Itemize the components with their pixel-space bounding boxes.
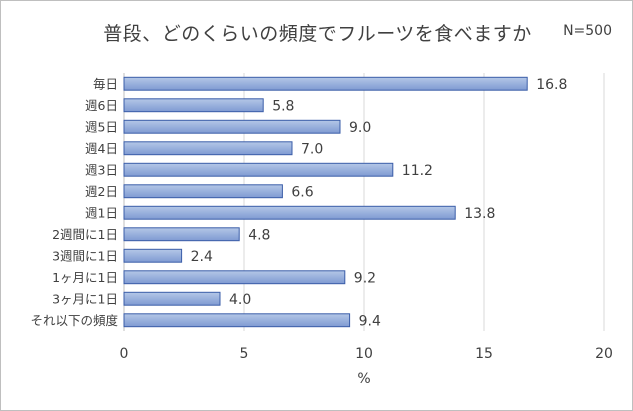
category-label: 週4日 bbox=[85, 141, 118, 156]
x-tick-label: 5 bbox=[240, 346, 249, 362]
x-tick-label: 10 bbox=[355, 346, 373, 362]
value-label: 9.0 bbox=[349, 120, 371, 136]
category-label: 3週間に1日 bbox=[52, 248, 118, 263]
bar bbox=[123, 270, 346, 285]
bars bbox=[123, 76, 528, 328]
category-label: 週6日 bbox=[85, 98, 118, 113]
bar bbox=[123, 227, 240, 242]
chart-title: 普段、どのくらいの頻度でフルーツを食べますか bbox=[103, 23, 532, 45]
category-label: 3ヶ月に1日 bbox=[52, 291, 118, 306]
sample-size-note: N=500 bbox=[563, 23, 612, 39]
bar bbox=[123, 98, 264, 113]
bar bbox=[123, 141, 293, 156]
bar bbox=[123, 76, 528, 91]
category-label: 週2日 bbox=[85, 184, 118, 199]
category-label: 週1日 bbox=[85, 205, 118, 220]
value-label: 2.4 bbox=[191, 249, 213, 265]
category-label: 1ヶ月に1日 bbox=[52, 270, 118, 285]
bar bbox=[123, 162, 394, 177]
gridlines bbox=[123, 73, 605, 331]
value-label: 13.8 bbox=[464, 206, 495, 222]
bar bbox=[123, 205, 456, 220]
bar bbox=[123, 119, 341, 134]
category-label: 毎日 bbox=[93, 76, 118, 91]
category-label: 週3日 bbox=[85, 162, 118, 177]
value-label: 4.8 bbox=[248, 227, 270, 243]
value-label: 16.8 bbox=[536, 77, 567, 93]
category-label: それ以下の頻度 bbox=[30, 313, 118, 328]
value-label: 5.8 bbox=[272, 98, 294, 114]
bar bbox=[123, 248, 183, 263]
value-label: 7.0 bbox=[301, 141, 323, 157]
value-labels: 16.8 5.8 9.0 7.0 11.2 6.6 13.8 4.8 2.4 9.2 4.0 9.4 bbox=[191, 77, 568, 330]
category-label: 週5日 bbox=[85, 119, 118, 134]
bar bbox=[123, 313, 351, 328]
x-tick-label: 0 bbox=[120, 346, 129, 362]
value-label: 11.2 bbox=[402, 163, 433, 179]
x-tick-label: 20 bbox=[595, 346, 613, 362]
bar bbox=[123, 184, 283, 199]
bar bbox=[123, 291, 221, 306]
value-label: 4.0 bbox=[229, 292, 251, 308]
x-tick-label: 15 bbox=[475, 346, 493, 362]
x-axis-title: % bbox=[357, 371, 370, 387]
value-label: 9.4 bbox=[359, 313, 381, 329]
value-label: 6.6 bbox=[291, 184, 313, 200]
x-tick-labels: 0 5 10 15 20 bbox=[120, 346, 613, 362]
value-label: 9.2 bbox=[354, 270, 376, 286]
category-label: 2週間に1日 bbox=[52, 227, 118, 242]
